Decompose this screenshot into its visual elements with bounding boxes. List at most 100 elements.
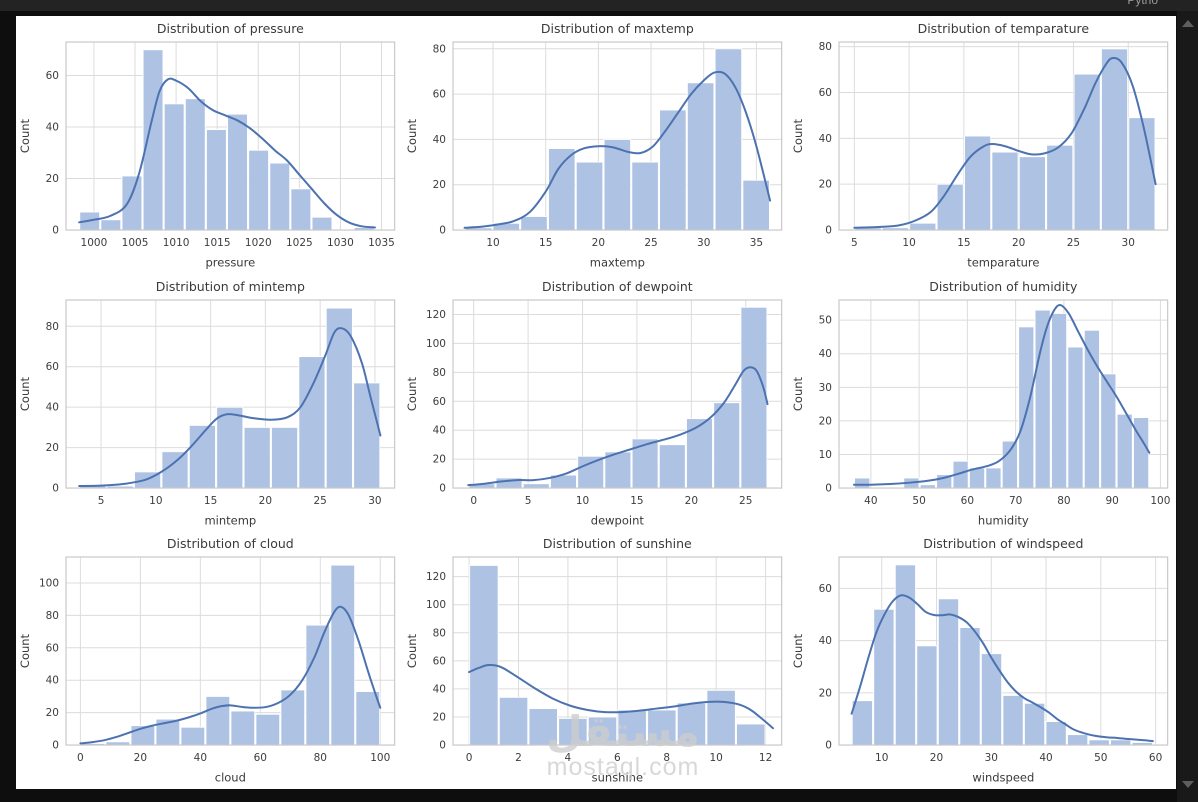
svg-text:1030: 1030: [327, 237, 354, 249]
svg-text:1035: 1035: [368, 237, 395, 249]
svg-text:60: 60: [432, 656, 445, 668]
svg-text:25: 25: [1067, 237, 1080, 249]
x-axis-label: sunshine: [591, 771, 642, 785]
scrollbar-track[interactable]: [1177, 11, 1198, 802]
svg-text:0: 0: [826, 225, 833, 237]
svg-text:60: 60: [819, 87, 832, 99]
svg-text:50: 50: [913, 495, 926, 507]
svg-text:40: 40: [819, 348, 832, 360]
svg-text:1000: 1000: [81, 237, 108, 249]
svg-text:30: 30: [985, 752, 998, 764]
svg-text:100: 100: [426, 338, 446, 350]
chart-maxtemp: 0 20 40 60 80 10 15 20 25 30 35 Distribution of max…: [402, 16, 790, 274]
chart-mintemp: 0 20 40 60 80 5 10 15 20 25 30 Distribution of mint…: [16, 273, 403, 532]
svg-text:15: 15: [204, 495, 217, 507]
svg-text:80: 80: [432, 43, 445, 55]
window-top-strip: Pytho: [0, 0, 1198, 11]
chart-title: Distribution of dewpoint: [542, 279, 693, 294]
histogram-bars: [852, 564, 1154, 746]
chart-dewpoint: 0 20 40 60 80 100 120 0 5 10 15 20 25 Distribution of…: [402, 273, 790, 532]
svg-text:40: 40: [432, 424, 445, 436]
histogram-bars: [79, 307, 381, 489]
svg-text:0: 0: [465, 752, 472, 764]
kde-curve: [853, 303, 1151, 486]
histogram-bars: [468, 306, 768, 489]
y-axis-label: Count: [405, 634, 419, 669]
scroll-up-icon[interactable]: [1182, 20, 1194, 27]
svg-text:80: 80: [432, 628, 445, 640]
svg-text:80: 80: [1058, 495, 1071, 507]
svg-text:0: 0: [439, 740, 446, 752]
svg-text:100: 100: [370, 752, 390, 764]
svg-text:80: 80: [432, 366, 445, 378]
svg-text:25: 25: [313, 495, 326, 507]
svg-text:40: 40: [46, 675, 59, 687]
svg-text:60: 60: [432, 89, 445, 101]
svg-text:40: 40: [194, 752, 207, 764]
svg-text:25: 25: [644, 237, 657, 249]
svg-text:60: 60: [432, 395, 445, 407]
svg-text:90: 90: [1106, 495, 1119, 507]
svg-text:40: 40: [46, 401, 59, 413]
svg-text:5: 5: [524, 495, 531, 507]
chart-pressure: 0 20 40 60 1000 1005 1010 1015 1020 1025 1030 1035 D…: [16, 16, 403, 274]
svg-text:1025: 1025: [286, 237, 313, 249]
y-axis-label: Count: [18, 634, 32, 669]
svg-text:60: 60: [254, 752, 267, 764]
y-axis-label: Count: [791, 118, 805, 153]
x-axis-label: windspeed: [973, 771, 1035, 785]
svg-text:30: 30: [819, 381, 832, 393]
kde-curve: [466, 365, 769, 486]
charts-grid: 0 20 40 60 1000 1005 1010 1015 1020 1025 1030 1035 D…: [16, 16, 1176, 789]
svg-text:15: 15: [539, 237, 552, 249]
svg-text:15: 15: [630, 495, 643, 507]
y-axis-label: Count: [791, 634, 805, 669]
svg-text:80: 80: [46, 610, 59, 622]
svg-text:40: 40: [819, 133, 832, 145]
kde-curve: [463, 70, 771, 229]
svg-text:10: 10: [575, 495, 588, 507]
svg-text:20: 20: [46, 442, 59, 454]
chart-title: Distribution of temparature: [918, 21, 1090, 36]
svg-text:70: 70: [1009, 495, 1022, 507]
svg-text:1020: 1020: [245, 237, 272, 249]
svg-text:20: 20: [684, 495, 697, 507]
svg-text:20: 20: [819, 688, 832, 700]
y-axis-label: Count: [18, 376, 32, 411]
svg-text:50: 50: [819, 314, 832, 326]
chart-temparature: 0 20 40 60 80 5 10 15 20 25 30 Distribution of temp…: [789, 16, 1176, 274]
svg-text:20: 20: [134, 752, 147, 764]
svg-text:0: 0: [52, 482, 59, 494]
svg-text:10: 10: [149, 495, 162, 507]
kde-curve: [467, 664, 774, 730]
svg-text:30: 30: [697, 237, 710, 249]
kde-curve: [79, 606, 382, 745]
scroll-down-icon[interactable]: [1182, 781, 1194, 788]
kde-curve: [78, 326, 382, 487]
svg-text:8: 8: [663, 752, 670, 764]
histogram-svg-maxtemp: 0 20 40 60 80 10 15 20 25 30 35 Distribution of max…: [402, 16, 790, 274]
kde-curve: [853, 57, 1157, 229]
svg-text:120: 120: [426, 309, 446, 321]
histogram-svg-sunshine: 0 20 40 60 80 100 120 0 2 4 6 8 10 12 Distribution of …: [402, 531, 790, 789]
svg-text:50: 50: [1094, 752, 1107, 764]
histogram-bars: [854, 309, 1150, 489]
x-axis-label: maxtemp: [589, 256, 644, 270]
svg-text:1005: 1005: [122, 237, 149, 249]
svg-text:80: 80: [46, 320, 59, 332]
y-axis-label: Count: [405, 376, 419, 411]
y-axis-label: Count: [791, 376, 805, 411]
y-axis-label: Count: [405, 118, 419, 153]
histogram-svg-humidity: 0 10 20 30 40 50 40 50 60 70 80 90 100 Distribution o…: [789, 273, 1176, 532]
x-axis-label: humidity: [978, 513, 1029, 527]
svg-text:40: 40: [1040, 752, 1053, 764]
histogram-bars: [464, 48, 770, 231]
figure-canvas: 0 20 40 60 1000 1005 1010 1015 1020 1025 1030 1035 D…: [16, 16, 1176, 789]
svg-text:4: 4: [564, 752, 571, 764]
svg-text:60: 60: [961, 495, 974, 507]
histogram-svg-dewpoint: 0 20 40 60 80 100 120 0 5 10 15 20 25 Distribution of…: [402, 273, 790, 532]
x-axis-label: mintemp: [204, 513, 256, 527]
svg-text:30: 30: [1122, 237, 1135, 249]
chart-sunshine: 0 20 40 60 80 100 120 0 2 4 6 8 10 12 Distribution of …: [402, 531, 790, 789]
svg-text:10: 10: [486, 237, 499, 249]
